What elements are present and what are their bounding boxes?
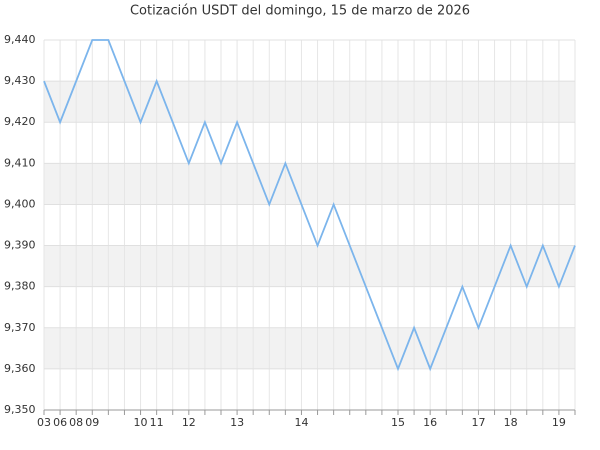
- x-tick-label: 11: [150, 416, 164, 429]
- y-tick-label: 9,370: [4, 321, 36, 334]
- plot-band: [44, 81, 575, 123]
- plot-band: [44, 163, 575, 205]
- y-tick-label: 9,360: [4, 362, 36, 375]
- chart-title: Cotización USDT del domingo, 15 de marzo…: [130, 4, 470, 19]
- y-tick-label: 9,390: [4, 239, 36, 252]
- x-tick-label: 15: [391, 416, 405, 429]
- x-tick-label: 09: [85, 416, 99, 429]
- x-tick-label: 06: [53, 416, 67, 429]
- y-tick-label: 9,430: [4, 74, 36, 87]
- plot-band: [44, 245, 575, 287]
- y-tick-label: 9,410: [4, 156, 36, 169]
- y-tick-label: 9,400: [4, 197, 36, 210]
- x-tick-label: 16: [423, 416, 437, 429]
- y-tick-label: 9,380: [4, 280, 36, 293]
- x-tick-label: 17: [471, 416, 485, 429]
- line-series: [43, 39, 576, 372]
- x-tick-label: 14: [294, 416, 308, 429]
- plot-band: [44, 327, 575, 369]
- x-tick-label: 19: [552, 416, 566, 429]
- x-tick-label: 03: [37, 416, 51, 429]
- y-tick-label: 9,440: [4, 33, 36, 46]
- x-tick-label: 12: [182, 416, 196, 429]
- x-tick-label: 10: [134, 416, 148, 429]
- x-tick-label: 18: [504, 416, 518, 429]
- y-tick-label: 9,420: [4, 115, 36, 128]
- y-tick-label: 9,350: [4, 403, 36, 416]
- x-tick-label: 13: [230, 416, 244, 429]
- x-tick-label: 08: [69, 416, 83, 429]
